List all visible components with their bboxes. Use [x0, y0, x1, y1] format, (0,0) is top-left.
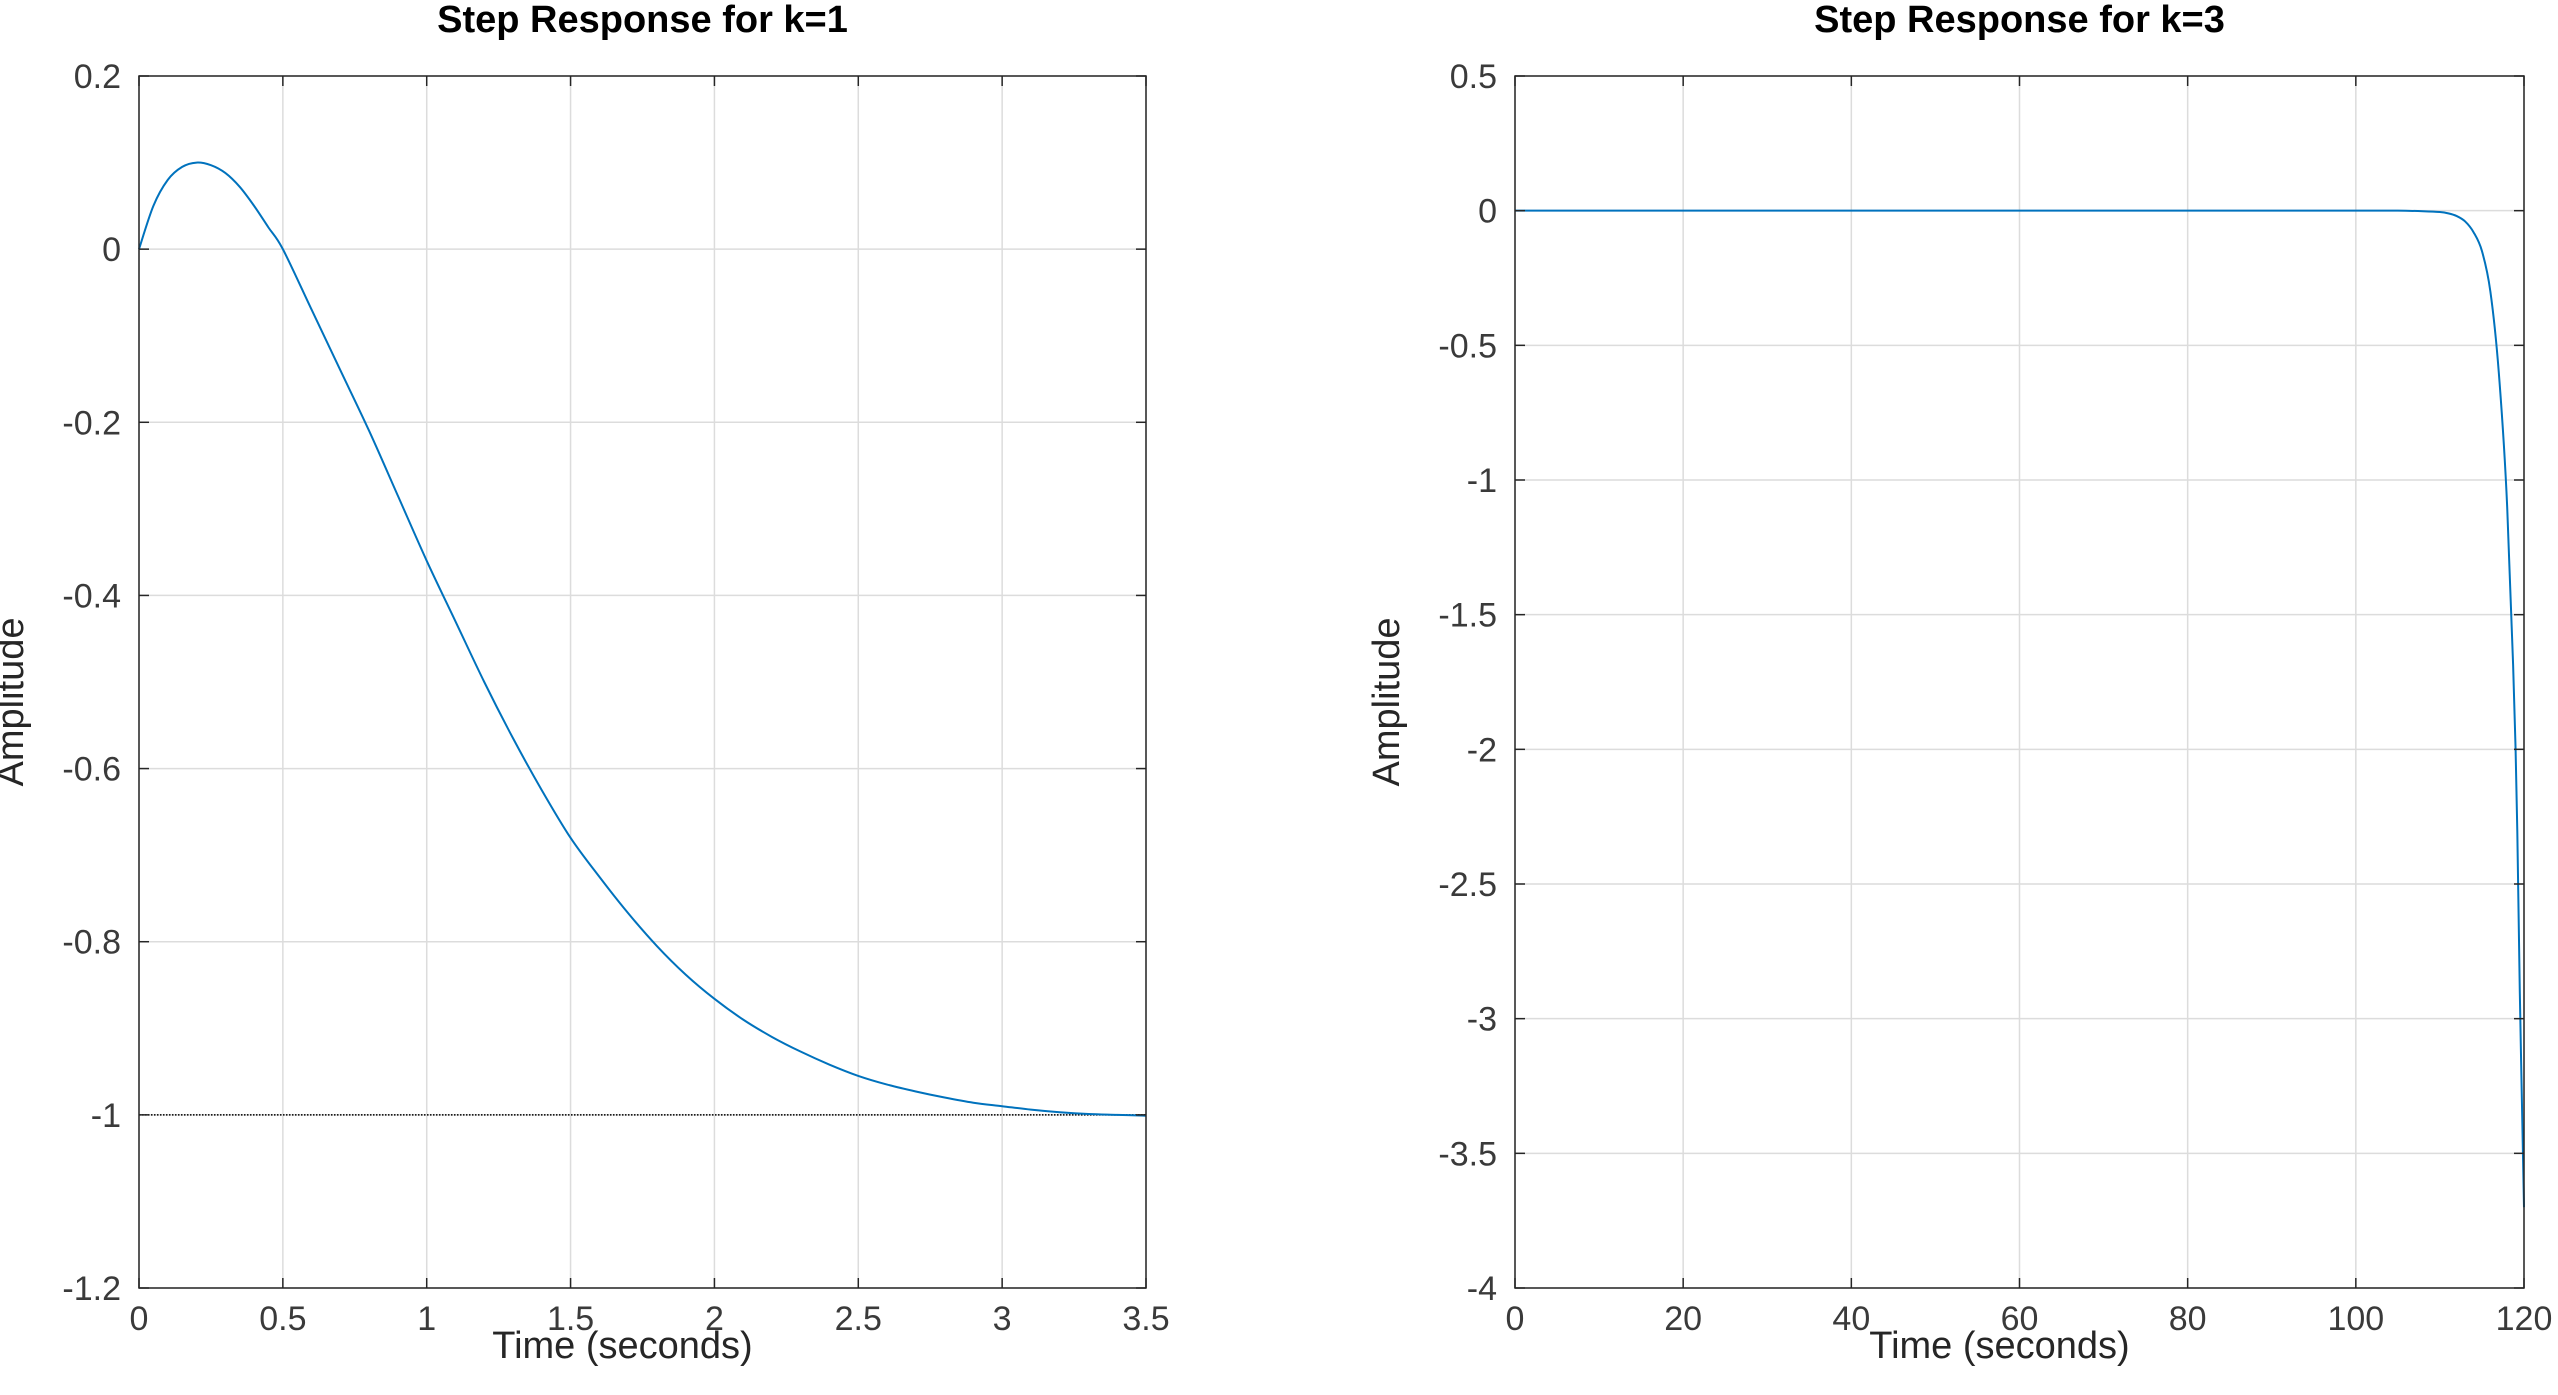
x-tick-label-1: 0.5 [259, 1300, 306, 1338]
axes-box [138, 75, 1147, 1289]
y-tick-label-7: -3 [1467, 1001, 1497, 1039]
x-tick-label-3: 60 [2001, 1300, 2039, 1338]
y-tick-label-6: -1 [91, 1097, 121, 1135]
x-tick-label-2: 1 [417, 1300, 436, 1338]
x-tick-label-1: 20 [1664, 1300, 1702, 1338]
plot-title: Step Response for k=1 [437, 0, 848, 41]
y-tick-label-1: 0 [1478, 193, 1497, 231]
plot-title: Step Response for k=3 [1814, 0, 2225, 41]
y-tick-label-4: -0.6 [62, 751, 121, 789]
plot-k3: 0 20 40 60 80 100 120 0.5 0 -0.5 -1 -1.5 -2 -2.5 -3 -3.… [1366, 0, 2552, 1367]
plot-area [139, 76, 1146, 1288]
x-tick-label-6: 3 [993, 1300, 1012, 1338]
y-tick-label-4: -1.5 [1438, 597, 1497, 635]
y-tick-label-3: -1 [1467, 462, 1497, 500]
x-tick-label-4: 80 [2169, 1300, 2207, 1338]
response-curve-k1 [138, 161, 1147, 1117]
x-tick-label-6: 120 [2496, 1300, 2553, 1338]
x-tick-label-3: 1.5 [547, 1300, 594, 1338]
x-tick-label-5: 100 [2327, 1300, 2384, 1338]
y-tick-label-5: -2 [1467, 731, 1497, 769]
x-tick-label-0: 0 [1506, 1300, 1525, 1338]
plot-k1: 0 0.5 1 1.5 2 2.5 3 3.5 0.2 0 -0.2 -0.4 -0.6 -0.8 -1 -1… [0, 0, 1170, 1367]
y-tick-label-8: -3.5 [1438, 1135, 1497, 1173]
x-tick-label-2: 40 [1832, 1300, 1870, 1338]
x-tick-label-5: 2.5 [835, 1300, 882, 1338]
y-tick-label-0: 0.5 [1450, 58, 1497, 96]
x-axis-label: Time (seconds) [492, 1325, 752, 1367]
x-axis-label: Time (seconds) [1869, 1325, 2129, 1367]
y-axis-label: Amplitude [1366, 618, 1408, 787]
y-tick-label-1: 0 [102, 231, 121, 269]
y-tick-label-2: -0.5 [1438, 327, 1497, 365]
y-tick-label-2: -0.2 [62, 404, 121, 442]
x-tick-label-4: 2 [705, 1300, 724, 1338]
y-axis-label: Amplitude [0, 618, 32, 787]
y-tick-label-9: -4 [1467, 1270, 1497, 1308]
response-curve-k3 [1515, 209, 2525, 1208]
x-tick-label-0: 0 [130, 1300, 149, 1338]
y-tick-label-0: 0.2 [74, 58, 121, 96]
y-tick-label-5: -0.8 [62, 924, 121, 962]
x-tick-label-7: 3.5 [1122, 1300, 1169, 1338]
y-tick-label-6: -2.5 [1438, 866, 1497, 904]
y-tick-label-3: -0.4 [62, 577, 121, 615]
y-tick-label-7: -1.2 [62, 1270, 121, 1308]
